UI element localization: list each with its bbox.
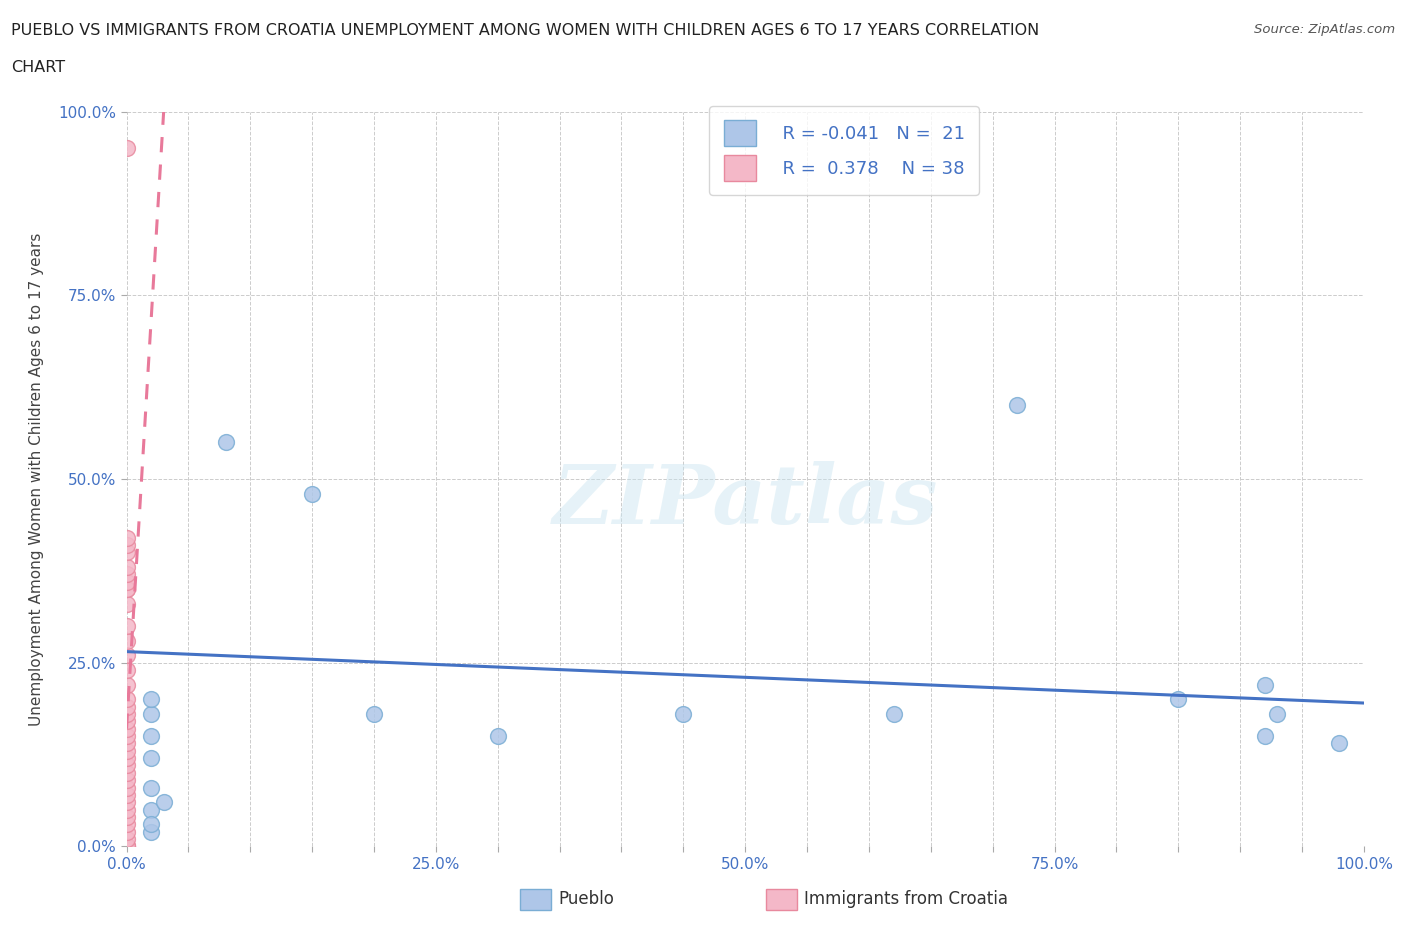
Point bbox=[115, 699, 138, 714]
Text: Immigrants from Croatia: Immigrants from Croatia bbox=[804, 890, 1008, 909]
Text: Source: ZipAtlas.com: Source: ZipAtlas.com bbox=[1254, 23, 1395, 36]
Point bbox=[115, 743, 138, 758]
Point bbox=[301, 486, 323, 501]
Point bbox=[1167, 692, 1189, 707]
Point bbox=[141, 817, 163, 831]
Point bbox=[115, 824, 138, 839]
Point bbox=[115, 692, 138, 707]
Point bbox=[141, 824, 163, 839]
Point bbox=[883, 707, 905, 722]
Legend:   R = -0.041   N =  21,   R =  0.378    N = 38: R = -0.041 N = 21, R = 0.378 N = 38 bbox=[709, 106, 979, 195]
Point bbox=[672, 707, 695, 722]
Text: Pueblo: Pueblo bbox=[558, 890, 614, 909]
Point bbox=[115, 618, 138, 633]
Y-axis label: Unemployment Among Women with Children Ages 6 to 17 years: Unemployment Among Women with Children A… bbox=[30, 232, 44, 725]
Point bbox=[115, 758, 138, 773]
Point bbox=[115, 831, 138, 846]
Point bbox=[115, 839, 138, 854]
Point bbox=[115, 707, 138, 722]
Point bbox=[363, 707, 385, 722]
Point bbox=[1265, 707, 1288, 722]
Point bbox=[141, 707, 163, 722]
Point bbox=[115, 722, 138, 737]
Point bbox=[115, 530, 138, 545]
Point bbox=[115, 788, 138, 803]
Point bbox=[115, 839, 138, 854]
Point bbox=[214, 435, 236, 450]
Point bbox=[1007, 398, 1029, 413]
Point bbox=[115, 596, 138, 611]
Point bbox=[115, 729, 138, 744]
Point bbox=[115, 648, 138, 663]
Point bbox=[115, 633, 138, 648]
Point bbox=[141, 780, 163, 795]
Point bbox=[115, 141, 138, 156]
Point bbox=[486, 729, 509, 744]
Point bbox=[115, 795, 138, 810]
Point bbox=[115, 545, 138, 560]
Text: CHART: CHART bbox=[11, 60, 65, 75]
Point bbox=[115, 567, 138, 582]
Point bbox=[1254, 729, 1277, 744]
Point bbox=[115, 751, 138, 765]
Text: ZIPatlas: ZIPatlas bbox=[553, 461, 938, 541]
Point bbox=[1327, 736, 1350, 751]
Text: PUEBLO VS IMMIGRANTS FROM CROATIA UNEMPLOYMENT AMONG WOMEN WITH CHILDREN AGES 6 : PUEBLO VS IMMIGRANTS FROM CROATIA UNEMPL… bbox=[11, 23, 1039, 38]
Point bbox=[115, 773, 138, 788]
Point bbox=[115, 582, 138, 597]
Point bbox=[115, 809, 138, 824]
Point bbox=[115, 662, 138, 677]
Point bbox=[115, 575, 138, 590]
Point bbox=[115, 736, 138, 751]
Point bbox=[115, 839, 138, 854]
Point bbox=[115, 780, 138, 795]
Point bbox=[115, 677, 138, 692]
Point bbox=[141, 729, 163, 744]
Point bbox=[1254, 677, 1277, 692]
Point bbox=[115, 560, 138, 575]
Point bbox=[115, 714, 138, 729]
Point bbox=[115, 765, 138, 780]
Point bbox=[141, 692, 163, 707]
Point bbox=[115, 538, 138, 552]
Point bbox=[115, 802, 138, 817]
Point bbox=[115, 817, 138, 831]
Point bbox=[141, 751, 163, 765]
Point bbox=[115, 582, 138, 597]
Point bbox=[141, 802, 163, 817]
Point bbox=[152, 795, 174, 810]
